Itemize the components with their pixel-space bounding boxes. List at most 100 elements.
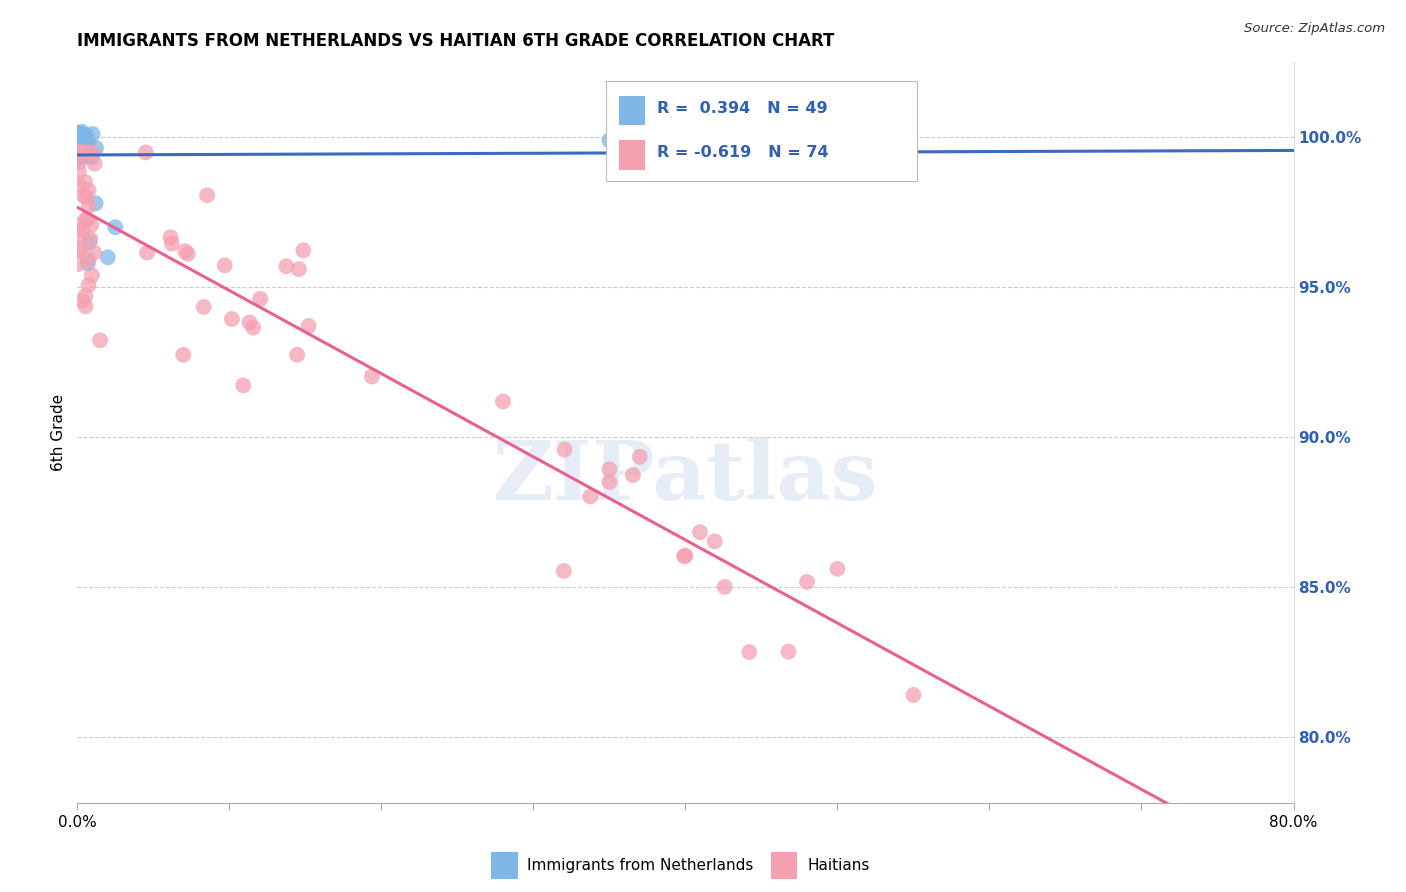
Point — [172, 348, 194, 362]
Point — [360, 369, 382, 384]
Point — [67, 155, 90, 169]
Text: Source: ZipAtlas.com: Source: ZipAtlas.com — [1244, 22, 1385, 36]
Bar — [619, 140, 645, 169]
Point — [579, 490, 602, 504]
Point — [903, 688, 925, 702]
Point — [84, 196, 107, 211]
Point — [67, 147, 90, 161]
Point — [72, 131, 94, 145]
Point — [75, 190, 97, 204]
Point — [76, 139, 98, 153]
Point — [135, 145, 157, 160]
Point — [73, 175, 96, 189]
Point — [75, 128, 97, 143]
Point — [75, 141, 97, 155]
Point — [80, 150, 103, 164]
Text: Immigrants from Netherlands: Immigrants from Netherlands — [527, 858, 754, 873]
Point — [73, 149, 96, 163]
Point — [67, 142, 90, 156]
Point — [174, 244, 197, 259]
Point — [285, 348, 308, 362]
Point — [67, 145, 90, 160]
Point — [69, 142, 91, 156]
Point — [77, 199, 100, 213]
Point — [69, 128, 91, 142]
Point — [67, 257, 90, 271]
Point — [73, 136, 96, 151]
Point — [77, 183, 100, 197]
Point — [297, 319, 319, 334]
Point — [70, 142, 93, 156]
Point — [778, 644, 800, 658]
Point — [67, 130, 90, 145]
Point — [73, 189, 96, 203]
Point — [72, 130, 94, 145]
Point — [827, 562, 849, 576]
Point — [77, 252, 100, 267]
Point — [72, 129, 94, 144]
Point — [159, 230, 181, 244]
Point — [628, 450, 651, 464]
Point — [689, 524, 711, 539]
Point — [69, 128, 91, 142]
Point — [67, 164, 90, 178]
Point — [67, 140, 90, 154]
Point — [67, 143, 90, 157]
Point — [276, 259, 298, 273]
Point — [598, 133, 620, 147]
Point — [70, 228, 93, 243]
Bar — [491, 853, 517, 879]
Point — [675, 549, 697, 563]
Point — [77, 135, 100, 149]
Text: ZIPatlas: ZIPatlas — [492, 437, 879, 517]
Point — [738, 645, 761, 659]
Point — [713, 580, 735, 594]
Point — [69, 218, 91, 232]
Bar — [770, 853, 797, 879]
Point — [598, 475, 620, 489]
Point — [69, 145, 91, 160]
Point — [232, 378, 254, 392]
Point — [75, 289, 97, 303]
Point — [492, 394, 515, 409]
Point — [75, 211, 97, 226]
Point — [75, 145, 97, 159]
Point — [69, 242, 91, 256]
Point — [673, 549, 696, 564]
Text: Haitians: Haitians — [807, 858, 869, 873]
Bar — [619, 95, 645, 126]
Point — [249, 292, 271, 306]
Point — [72, 145, 94, 160]
Point — [553, 564, 575, 578]
Point — [288, 262, 311, 277]
Point — [73, 147, 96, 161]
Text: R = -0.619   N = 74: R = -0.619 N = 74 — [658, 145, 830, 161]
Point — [67, 135, 90, 149]
Point — [69, 143, 91, 157]
Point — [136, 245, 159, 260]
Point — [75, 144, 97, 158]
Point — [67, 151, 90, 165]
Point — [621, 468, 644, 483]
Point — [70, 145, 93, 159]
Point — [77, 278, 100, 293]
Point — [82, 127, 104, 141]
Point — [72, 293, 94, 308]
Text: R =  0.394   N = 49: R = 0.394 N = 49 — [658, 101, 828, 116]
Point — [195, 188, 218, 202]
Point — [73, 140, 96, 154]
Point — [83, 246, 105, 260]
Point — [796, 574, 818, 589]
Point — [72, 145, 94, 160]
Point — [67, 129, 90, 144]
Point — [238, 315, 260, 329]
Point — [79, 235, 101, 250]
Text: IMMIGRANTS FROM NETHERLANDS VS HAITIAN 6TH GRADE CORRELATION CHART: IMMIGRANTS FROM NETHERLANDS VS HAITIAN 6… — [77, 32, 835, 50]
Y-axis label: 6th Grade: 6th Grade — [51, 394, 66, 471]
Point — [72, 143, 94, 157]
Point — [80, 268, 103, 283]
Point — [67, 243, 90, 257]
Point — [554, 442, 576, 457]
Point — [70, 125, 93, 139]
Point — [77, 256, 100, 270]
